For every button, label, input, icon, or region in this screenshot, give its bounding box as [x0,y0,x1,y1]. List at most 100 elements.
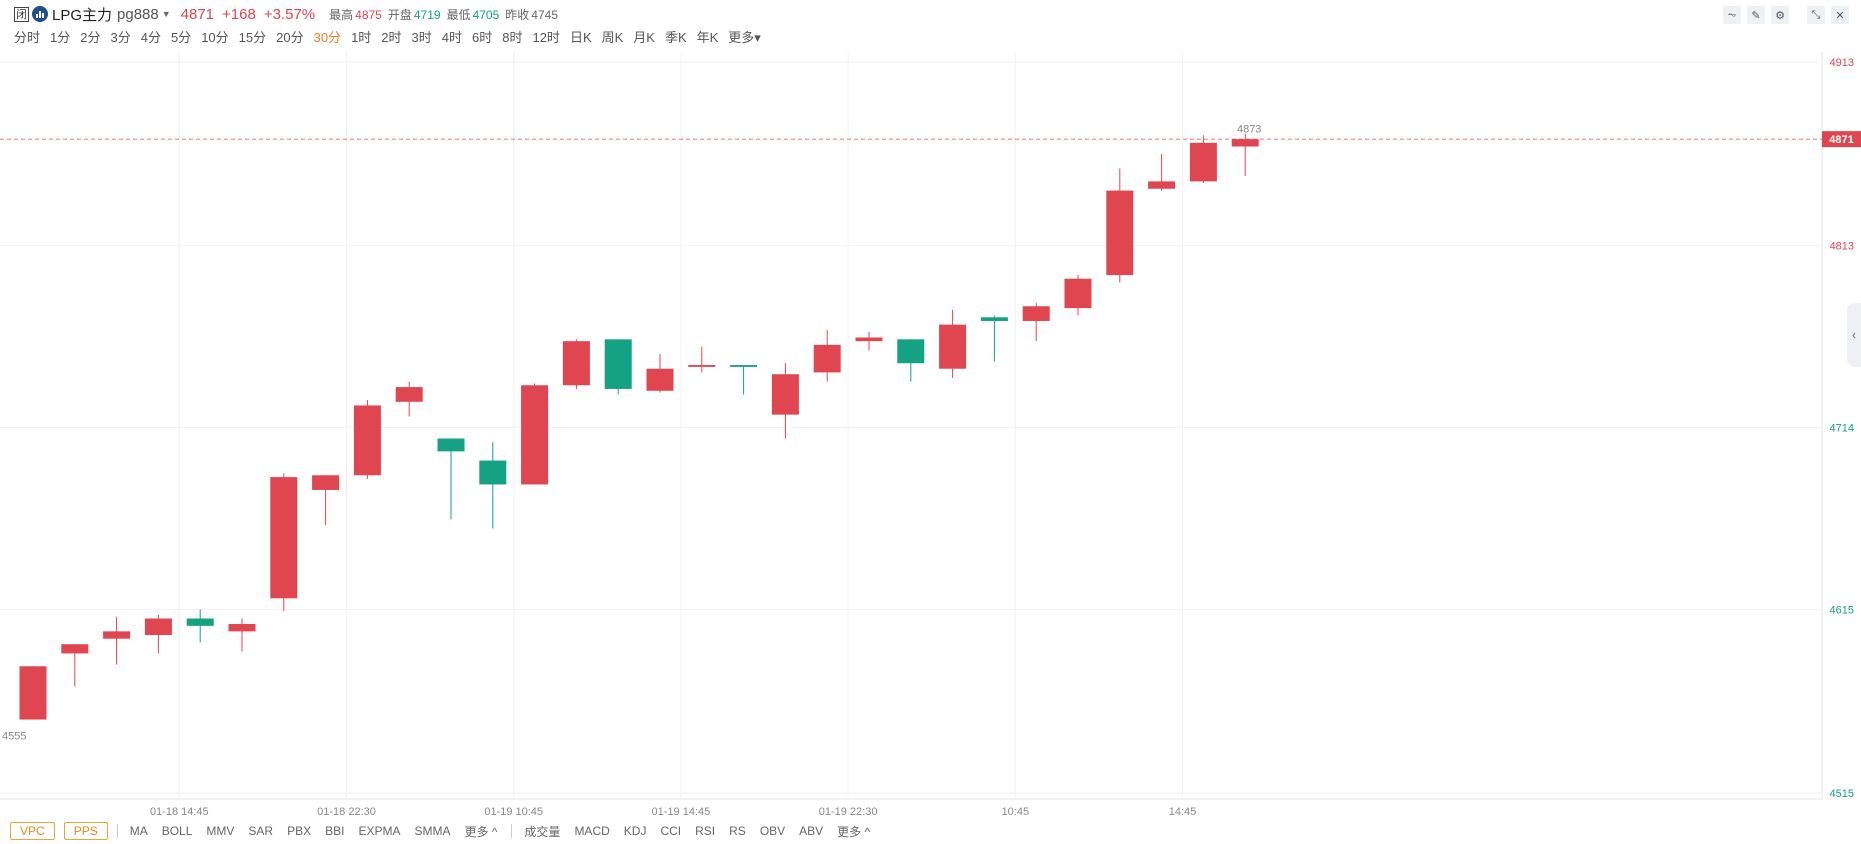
candle-body[interactable] [312,475,340,490]
symbol-dropdown-icon[interactable]: ▼ [161,9,171,19]
candle-body[interactable] [19,666,47,720]
main-indicator-4[interactable]: PBX [287,824,312,838]
candle-body[interactable] [562,341,590,386]
collapse-panel-chevron-icon[interactable]: ‹ [1847,303,1861,367]
timeframe-7[interactable]: 15分 [238,30,267,45]
candle-body[interactable] [1106,190,1134,276]
timeframe-bar: 分时 1分 2分 3分 4分 5分 10分 15分 20分 30分 1时 2时 3时 4时 6时 8时 12时日… [14,27,771,46]
pencil-icon[interactable]: ✎ [1747,6,1765,24]
candle-body[interactable] [395,387,423,402]
timeframe-13[interactable]: 4时 [441,30,462,45]
indicator-bar: VPC PPS MA BOLL MMV SAR PBX BBI EXPMA SMMA 更多 ^ 成交量… [10,822,884,840]
y-tick-label: 4714 [1830,423,1854,435]
timeframe-15[interactable]: 8时 [502,30,523,45]
timeframe-11[interactable]: 2时 [381,30,402,45]
open-label: 开盘 [387,7,412,22]
y-tick-label: 4813 [1830,241,1854,253]
sub-indicator-6[interactable]: OBV [759,824,786,838]
timeframe-5[interactable]: 5分 [170,30,192,45]
max-price-label: 4873 [1237,124,1261,136]
timeframe-20[interactable]: 季K [664,30,687,45]
symbol-name[interactable]: LPG主力 [52,6,113,24]
y-tick-label: 4913 [1830,57,1854,69]
timeframe-19[interactable]: 月K [633,30,655,45]
candle-body[interactable] [186,618,214,626]
price-change-percent: +3.57% [263,5,316,23]
min-price-label: 4555 [2,731,26,743]
candle-body[interactable] [1231,139,1259,147]
sub-indicator-7[interactable]: ABV [799,824,824,838]
main-indicator-2[interactable]: MMV [206,824,235,838]
candle-body[interactable] [1189,142,1217,182]
candle-body[interactable] [353,405,381,476]
timeframe-10[interactable]: 1时 [351,30,372,45]
prev-close-label: 昨收 [505,7,530,22]
candle-body[interactable] [521,385,549,485]
candle-body[interactable] [1148,181,1176,189]
timeframe-1[interactable]: 1分 [50,30,71,45]
line-chart-icon[interactable]: ⏦ [1723,6,1741,24]
indicator-divider [116,824,118,838]
sub-indicator-3[interactable]: CCI [660,824,682,838]
sub-indicator-4[interactable]: RSI [695,824,716,838]
sub-indicator-2[interactable]: KDJ [623,824,647,838]
sub-indicator-1[interactable]: MACD [574,824,610,838]
main-indicator-7[interactable]: SMMA [414,824,451,838]
candle-body[interactable] [270,477,298,599]
candle-body[interactable] [228,624,256,632]
candle-body[interactable] [980,317,1008,321]
sub-indicator-8[interactable]: 更多 ^ [837,824,871,839]
candle-body[interactable] [688,365,716,367]
main-indicator-1[interactable]: BOLL [161,824,193,838]
timeframe-22[interactable]: 更多▾ [728,30,761,45]
indicator-boxed-1[interactable]: PPS [63,822,108,840]
bar-chart-logo-icon [32,6,48,22]
sub-indicator-0[interactable]: 成交量 [524,824,561,839]
timeframe-17[interactable]: 日K [569,30,592,45]
candle-body[interactable] [730,365,758,367]
high-label: 最高 [329,7,354,22]
main-indicator-8[interactable]: 更多 ^ [464,824,498,839]
candle-body[interactable] [855,337,883,342]
candle-body[interactable] [771,374,799,415]
timeframe-18[interactable]: 周K [601,30,624,45]
indicator-boxed-0[interactable]: VPC [10,822,55,840]
shrink-icon[interactable]: ⤡ [1807,6,1825,24]
candle-body[interactable] [813,344,841,373]
candle-body[interactable] [897,339,925,364]
timeframe-3[interactable]: 3分 [110,30,131,45]
timeframe-2[interactable]: 2分 [80,30,101,45]
main-indicator-0[interactable]: MA [129,824,148,838]
timeframe-16[interactable]: 12时 [532,30,560,45]
low-label: 最低 [446,7,471,22]
close-icon[interactable]: ✕ [1831,6,1849,24]
timeframe-6[interactable]: 10分 [201,30,229,45]
x-tick-label: 10:45 [1002,806,1030,818]
main-indicator-3[interactable]: SAR [248,824,274,838]
sub-indicator-5[interactable]: RS [729,824,746,838]
main-indicator-5[interactable]: BBI [325,824,345,838]
timeframe-14[interactable]: 6时 [472,30,493,45]
timeframe-8[interactable]: 20分 [276,30,304,45]
candle-body[interactable] [103,631,131,639]
timeframe-0[interactable]: 分时 [14,30,41,45]
candle-body[interactable] [144,618,172,636]
timeframe-12[interactable]: 3时 [411,30,432,45]
main-indicator-6[interactable]: EXPMA [358,824,401,838]
timeframe-21[interactable]: 年K [696,30,719,45]
kline-chart[interactable]: 4913 4813 4714 4615 4515 01-18 14:45 01-18 22:… [0,52,1861,822]
timeframe-9[interactable]: 30分 [313,30,342,45]
candle-body[interactable] [479,460,507,485]
candle-body[interactable] [61,644,89,654]
open-value: 4719 [413,7,441,22]
candle-body[interactable] [604,339,632,389]
x-tick-label: 01-19 14:45 [652,806,711,818]
candle-body[interactable] [1064,278,1092,309]
candle-body[interactable] [437,438,465,452]
candle-body[interactable] [646,368,674,391]
candle-settings-icon[interactable]: ⚙ [1771,6,1789,24]
candle-body[interactable] [939,324,967,369]
timeframe-4[interactable]: 4分 [140,30,161,45]
candle-body[interactable] [1022,306,1050,321]
symbol-code[interactable]: pg888 [117,5,159,23]
